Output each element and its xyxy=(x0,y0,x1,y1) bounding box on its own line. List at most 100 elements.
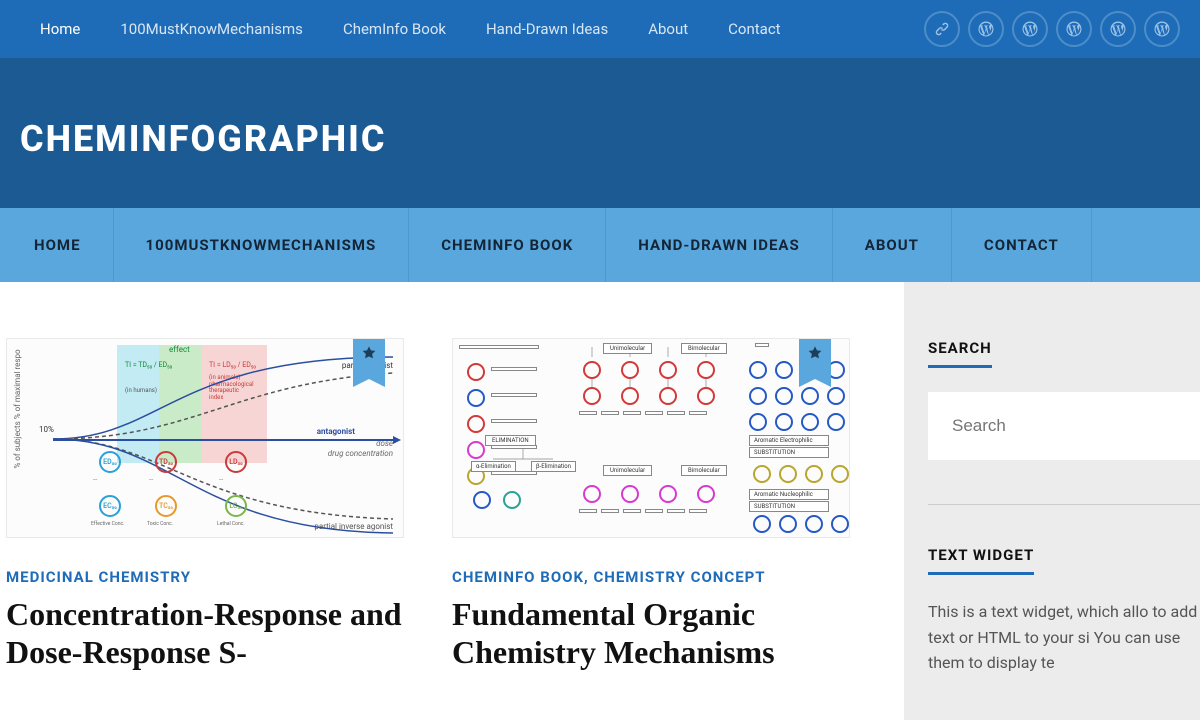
flowchart-box xyxy=(623,509,641,513)
flowchart-node xyxy=(827,387,845,405)
mainnav-100mech[interactable]: 100MUSTKNOWMECHANISMS xyxy=(114,208,410,282)
widget-body: This is a text widget, which allo to add… xyxy=(928,599,1200,676)
category-link[interactable]: MEDICINAL CHEMISTRY xyxy=(6,568,191,586)
wordpress-icon[interactable] xyxy=(1012,11,1048,47)
wordpress-icon[interactable] xyxy=(1144,11,1180,47)
flowchart-box: SUBSTITUTION xyxy=(749,501,829,512)
chart-marker: LC₅₀ xyxy=(225,495,247,517)
flowchart-node xyxy=(467,363,485,381)
divider xyxy=(928,504,1200,505)
flowchart-header: ELIMINATION xyxy=(485,435,536,446)
flowchart-node xyxy=(621,485,639,503)
flowchart-node xyxy=(467,389,485,407)
flowchart-node xyxy=(749,413,767,431)
flowchart-header: Unimolecular xyxy=(603,343,652,354)
flowchart-node xyxy=(749,387,767,405)
post-card: % of subjects % of maximal respo 10% eff… xyxy=(6,338,404,720)
flowchart-node xyxy=(659,485,677,503)
flowchart-box xyxy=(491,367,537,371)
flowchart-box: β-Elimination xyxy=(531,461,576,472)
search-input[interactable] xyxy=(952,416,1176,436)
flowchart-box: Aromatic Nucleophilic xyxy=(749,489,829,500)
flowchart-box xyxy=(459,345,539,349)
star-icon xyxy=(361,345,377,361)
top-nav: Home 100MustKnowMechanisms ChemInfo Book… xyxy=(20,2,801,56)
flowchart-node xyxy=(583,387,601,405)
flowchart-node xyxy=(697,361,715,379)
flowchart-box xyxy=(667,509,685,513)
topnav-100mech[interactable]: 100MustKnowMechanisms xyxy=(100,2,323,56)
flowchart-box xyxy=(579,411,597,415)
flowchart-node xyxy=(659,361,677,379)
flowchart-node xyxy=(779,515,797,533)
flowchart-node xyxy=(467,441,485,459)
flowchart-box xyxy=(689,411,707,415)
flowchart-header: Bimolecular xyxy=(681,343,727,354)
flowchart-node xyxy=(805,465,823,483)
flowchart-box: SUBSTITUTION xyxy=(749,447,829,458)
widget-title: SEARCH xyxy=(928,339,992,368)
flowchart-node xyxy=(779,465,797,483)
category-link[interactable]: CHEMINFO BOOK xyxy=(452,568,584,586)
topnav-handdrawn[interactable]: Hand-Drawn Ideas xyxy=(466,2,628,56)
flowchart-node xyxy=(621,387,639,405)
chart-marker: ED₅₀ xyxy=(99,451,121,473)
post-title[interactable]: Concentration-Response and Dose-Response… xyxy=(6,596,404,672)
mainnav-about[interactable]: ABOUT xyxy=(833,208,952,282)
flowchart-node xyxy=(775,387,793,405)
chart-marker: LD₅₀ xyxy=(225,451,247,473)
widget-title: TEXT WIDGET xyxy=(928,546,1034,575)
topnav-home[interactable]: Home xyxy=(20,2,100,56)
star-icon xyxy=(807,345,823,361)
flowchart-box xyxy=(601,509,619,513)
chart-x-axis xyxy=(53,439,395,441)
flowchart-node xyxy=(831,515,849,533)
flowchart-node xyxy=(753,515,771,533)
wordpress-icon[interactable] xyxy=(1100,11,1136,47)
flowchart-node xyxy=(473,491,491,509)
site-title[interactable]: CHEMINFOGRAPHIC xyxy=(20,118,1180,160)
top-bar: Home 100MustKnowMechanisms ChemInfo Book… xyxy=(0,0,1200,58)
flowchart-node xyxy=(659,387,677,405)
flowchart-box xyxy=(579,509,597,513)
mainnav-contact[interactable]: CONTACT xyxy=(952,208,1092,282)
mainnav-handdrawn[interactable]: HAND-DRAWN IDEAS xyxy=(606,208,832,282)
flowchart-box xyxy=(491,419,537,423)
flowchart-node xyxy=(753,465,771,483)
sidebar: SEARCH TEXT WIDGET This is a text widget… xyxy=(904,282,1200,720)
flowchart-node xyxy=(467,415,485,433)
post-card: Unimolecular Bimolecular ELIMINATION α-Elim… xyxy=(452,338,850,720)
flowchart-node xyxy=(697,485,715,503)
post-title[interactable]: Fundamental Organic Chemistry Mechanisms xyxy=(452,596,850,672)
category-link[interactable]: CHEMISTRY CONCEPT xyxy=(593,568,765,586)
flowchart-box: α-Elimination xyxy=(471,461,516,472)
chart-marker: TC₅₀ xyxy=(155,495,177,517)
featured-ribbon xyxy=(799,339,831,379)
wordpress-icon[interactable] xyxy=(968,11,1004,47)
topnav-cheminfo[interactable]: ChemInfo Book xyxy=(323,2,466,56)
flowchart-box xyxy=(645,411,663,415)
post-thumbnail[interactable]: % of subjects % of maximal respo 10% eff… xyxy=(6,338,404,538)
featured-ribbon xyxy=(353,339,385,379)
flowchart-node xyxy=(749,361,767,379)
flowchart-box xyxy=(623,411,641,415)
flowchart-node xyxy=(801,413,819,431)
mainnav-cheminfo[interactable]: CHEMINFO BOOK xyxy=(409,208,606,282)
topnav-about[interactable]: About xyxy=(628,2,708,56)
flowchart-node xyxy=(621,361,639,379)
text-widget: TEXT WIDGET This is a text widget, which… xyxy=(928,545,1200,676)
chart-marker: TD₅₀ xyxy=(155,451,177,473)
link-icon[interactable] xyxy=(924,11,960,47)
topnav-contact[interactable]: Contact xyxy=(708,2,800,56)
flowchart-node xyxy=(801,387,819,405)
search-box xyxy=(928,392,1200,460)
wordpress-icon[interactable] xyxy=(1056,11,1092,47)
flowchart-header xyxy=(755,343,769,347)
flowchart-node xyxy=(831,465,849,483)
search-widget: SEARCH xyxy=(928,338,1200,460)
mainnav-home[interactable]: HOME xyxy=(0,208,114,282)
flowchart-node xyxy=(775,413,793,431)
flowchart-box xyxy=(689,509,707,513)
flowchart-box xyxy=(667,411,685,415)
post-thumbnail[interactable]: Unimolecular Bimolecular ELIMINATION α-Elim… xyxy=(452,338,850,538)
